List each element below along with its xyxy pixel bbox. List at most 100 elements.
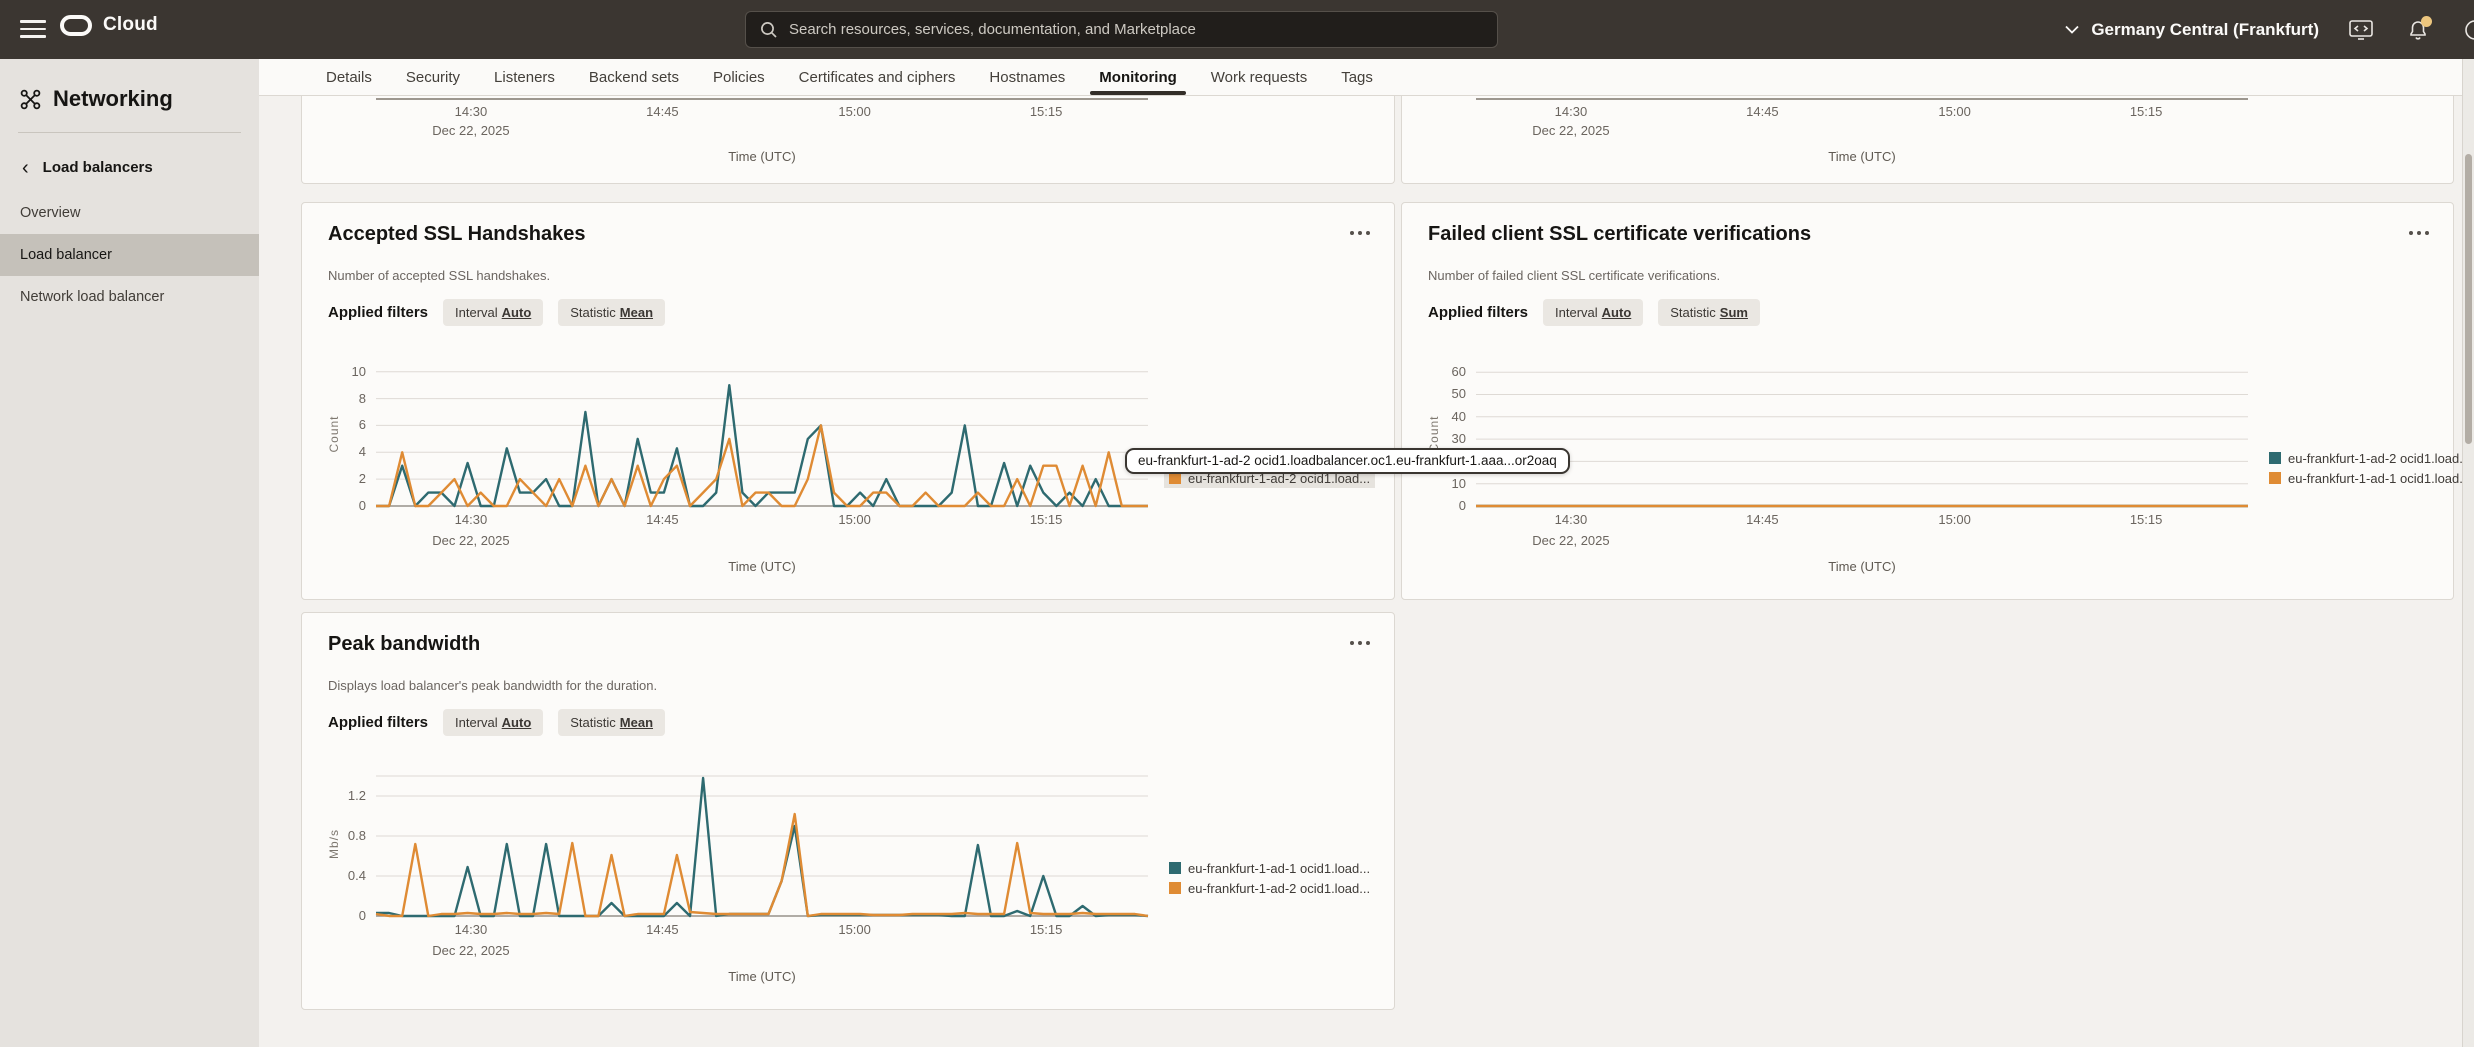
tab-tags[interactable]: Tags [1341, 68, 1373, 86]
y-tick-label: 30 [1451, 431, 1466, 447]
sidebar-item-overview[interactable]: Overview [20, 205, 81, 221]
x-tick-label: 14:45 [646, 104, 679, 119]
tab-work-requests[interactable]: Work requests [1210, 68, 1308, 86]
x-tick-label: 14:30 [1554, 104, 1588, 119]
chevron-left-icon: ‹ [22, 156, 29, 179]
y-tick-label: 0 [358, 908, 366, 923]
legend-item[interactable]: eu-frankfurt-1-ad-2 ocid1.load... [2264, 449, 2474, 468]
metric-card-cutoff-right: 14:30 14:45 15:00 15:15 Dec 22, 2025 Time (UT… [1401, 96, 2454, 184]
scrollbar-thumb[interactable] [2465, 154, 2472, 444]
cloud-shell-icon [2349, 19, 2373, 40]
cloud-shell-button[interactable] [2346, 15, 2376, 45]
metric-card-peak-bandwidth: Peak bandwidth Displays load balancer's … [301, 612, 1395, 1010]
card-actions-menu[interactable] [2409, 231, 2429, 235]
applied-filters-label: Applied filters [328, 304, 429, 321]
tab-monitoring[interactable]: Monitoring [1090, 59, 1187, 95]
search-input[interactable] [789, 21, 1483, 38]
tab-policies[interactable]: Policies [712, 68, 765, 86]
applied-filters-label: Applied filters [1428, 304, 1529, 321]
region-selector[interactable]: Germany Central (Frankfurt) [2065, 20, 2319, 40]
x-tick-label: 15:00 [1938, 512, 1971, 527]
card-title: Peak bandwidth [328, 633, 481, 655]
x-axis-date: Dec 22, 2025 [432, 533, 510, 548]
filter-interval[interactable]: Interval Auto [443, 709, 544, 736]
x-axis-title: Time (UTC) [728, 149, 796, 164]
x-tick-label: 15:00 [838, 512, 871, 527]
series-line-teal [376, 776, 1149, 918]
x-axis-date: Dec 22, 2025 [1532, 533, 1610, 548]
sidebar-item-load-balancer[interactable]: Load balancer [0, 234, 259, 276]
sidebar-header: Networking [0, 59, 259, 132]
x-tick-label: 15:15 [1029, 922, 1063, 937]
y-tick-label: 0.8 [347, 828, 366, 843]
metric-card-cutoff-left: 14:30 14:45 15:00 15:15 Dec 22, 2025 Time (UT… [301, 96, 1395, 184]
applied-filters-row: Applied filters Interval Auto Statistic Me… [328, 709, 666, 736]
filter-statistic[interactable]: Statistic Sum [1658, 299, 1760, 326]
notification-dot [2421, 15, 2432, 27]
region-name: Germany Central (Frankfurt) [2091, 19, 2319, 39]
scrollbar[interactable] [2462, 59, 2474, 1047]
card-title: Failed client SSL certificate verificati… [1428, 223, 1812, 245]
x-axis-title: Time (UTC) [728, 559, 796, 574]
y-tick-label: 10 [1451, 475, 1466, 491]
x-axis-line [376, 98, 1148, 100]
x-axis-date: Dec 22, 2025 [1532, 123, 1610, 138]
tab-bar: Details Security Listeners Backend sets … [259, 59, 2474, 96]
tab-hostnames[interactable]: Hostnames [989, 68, 1066, 86]
y-tick-label: 40 [1451, 408, 1466, 424]
y-tick-label: 10 [351, 363, 366, 379]
card-actions-menu[interactable] [1350, 641, 1370, 645]
x-tick-label: 14:30 [1554, 512, 1588, 527]
filter-statistic[interactable]: Statistic Mean [558, 709, 666, 736]
help-button[interactable] [2460, 15, 2474, 45]
networking-icon [20, 89, 41, 109]
filter-interval[interactable]: Interval Auto [443, 299, 544, 326]
card-actions-menu[interactable] [1350, 231, 1370, 235]
y-tick-label: 1.2 [347, 788, 366, 803]
sidebar-nav: Overview Load balancer Network load bala… [0, 192, 259, 318]
y-tick-label: 4 [358, 444, 366, 460]
chart-axis-remnant: 14:30 14:45 15:00 15:15 Dec 22, 2025 Time (UT… [302, 96, 1394, 184]
card-description: Number of failed client SSL certificate … [1428, 268, 1721, 283]
legend-item[interactable]: eu-frankfurt-1-ad-2 ocid1.load... [1164, 879, 1375, 898]
body: Networking ‹ Load balancers Overview Loa… [0, 59, 2474, 1047]
x-tick-label: 14:30 [454, 104, 488, 119]
legend-tooltip: eu-frankfurt-1-ad-2 ocid1.loadbalancer.o… [1125, 448, 1570, 474]
legend-label: eu-frankfurt-1-ad-2 ocid1.load... [1188, 881, 1371, 896]
legend-swatch-teal [2269, 452, 2281, 464]
back-link-load-balancers[interactable]: ‹ Load balancers [22, 156, 153, 179]
tab-details[interactable]: Details [326, 68, 372, 86]
filter-statistic[interactable]: Statistic Mean [558, 299, 666, 326]
legend-swatch-orange [1169, 472, 1181, 484]
metric-card-accepted-ssl-handshakes: Accepted SSL Handshakes Number of accept… [301, 202, 1395, 600]
x-axis-title: Time (UTC) [1828, 149, 1896, 164]
notifications-button[interactable] [2403, 15, 2433, 45]
x-tick-label: 15:00 [838, 104, 871, 119]
x-tick-label: 15:15 [2129, 512, 2163, 527]
legend-item[interactable]: eu-frankfurt-1-ad-1 ocid1.load... [1164, 859, 1375, 878]
header-actions: Germany Central (Frankfurt) [2065, 0, 2474, 59]
legend-item[interactable]: eu-frankfurt-1-ad-1 ocid1.load... [2264, 469, 2474, 488]
chart-plot [376, 371, 1148, 508]
tab-security[interactable]: Security [405, 68, 461, 86]
filter-interval[interactable]: Interval Auto [1543, 299, 1644, 326]
legend-label: eu-frankfurt-1-ad-2 ocid1.load... [2288, 451, 2471, 466]
series-line-teal [376, 384, 1148, 508]
sidebar: Networking ‹ Load balancers Overview Loa… [0, 59, 259, 1047]
oracle-cloud-logo[interactable]: Cloud [60, 14, 158, 36]
tab-certificates-and-ciphers[interactable]: Certificates and ciphers [798, 68, 956, 86]
card-description: Displays load balancer's peak bandwidth … [328, 678, 658, 693]
oracle-logo-icon [60, 14, 92, 36]
menu-button[interactable] [20, 20, 46, 39]
sidebar-item-network-load-balancer[interactable]: Network load balancer [20, 289, 165, 305]
tab-listeners[interactable]: Listeners [494, 68, 555, 86]
tab-backend-sets[interactable]: Backend sets [588, 68, 679, 86]
legend-swatch-orange [1169, 882, 1181, 894]
x-tick-label: 14:45 [646, 922, 679, 937]
chart-plot [375, 775, 1149, 918]
x-axis-date: Dec 22, 2025 [432, 943, 510, 958]
chart-legend: eu-frankfurt-1-ad-2 ocid1.load... eu-fran… [2264, 449, 2474, 489]
global-search-bar[interactable] [745, 11, 1498, 48]
x-tick-label: 15:00 [1938, 104, 1971, 119]
legend-label: eu-frankfurt-1-ad-1 ocid1.load... [1188, 861, 1371, 876]
